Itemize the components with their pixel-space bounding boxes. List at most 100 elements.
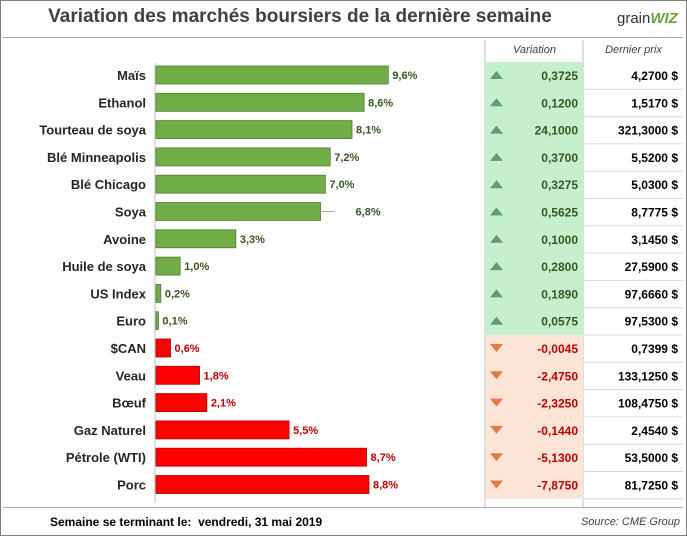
last-price-value-petrole-wti: 53,5000 $	[625, 451, 679, 465]
variation-cell-porc	[486, 471, 583, 499]
bar-ble-minneapolis	[155, 147, 331, 167]
arrow-up-icon	[490, 316, 503, 325]
last-price-value-euro: 97,5300 $	[625, 315, 679, 329]
variation-cell-tourteau-de-soya	[486, 116, 583, 144]
category-label-mais: Maïs	[117, 68, 146, 83]
bar-b-uf	[155, 393, 208, 413]
arrow-up-icon	[490, 98, 503, 107]
arrow-up-icon	[490, 207, 503, 216]
bar-gaz-naturel	[155, 420, 290, 440]
variation-value-tourteau-de-soya: 24,1000	[535, 124, 579, 138]
variation-value-euro: 0,0575	[541, 315, 578, 329]
category-label-tourteau-de-soya: Tourteau de soya	[39, 123, 146, 138]
variation-cell-ethanol	[486, 89, 583, 117]
data-label-b-uf: 2,1%	[211, 398, 236, 410]
logo-mark: WIZ	[650, 10, 678, 27]
last-price-value-can: 0,7399 $	[631, 342, 678, 356]
last-price-value-us-index: 97,6660 $	[625, 287, 679, 301]
data-label-gaz-naturel: 5,5%	[293, 425, 318, 437]
grainwiz-logo: grainWIZ	[617, 10, 678, 27]
arrow-down-icon	[490, 425, 503, 434]
bar-soya	[155, 202, 321, 221]
week-label: Semaine se terminant le:	[50, 515, 192, 529]
bar-avoine	[155, 229, 237, 249]
category-label-porc: Porc	[117, 478, 146, 493]
source-label: Source: CME Group	[580, 516, 680, 528]
variation-value-avoine: 0,1000	[541, 233, 578, 247]
bar-euro	[155, 311, 159, 331]
last-price-value-ethanol: 1,5170 $	[631, 96, 678, 110]
last-price-value-gaz-naturel: 2,4540 $	[631, 424, 678, 438]
logo-prefix: grain	[617, 10, 651, 27]
variation-cell-ble-chicago	[486, 171, 583, 199]
variation-cell-us-index	[486, 280, 583, 308]
data-label-petrole-wti: 8,7%	[371, 452, 396, 464]
last-price-value-porc: 81,7250 $	[625, 479, 679, 493]
variation-cell-can	[486, 335, 583, 363]
category-label-huile-de-soya: Huile de soya	[62, 259, 147, 274]
data-label-soya: 6,8%	[356, 207, 381, 219]
variation-value-ble-minneapolis: 0,3700	[541, 151, 578, 165]
arrow-down-icon	[490, 480, 503, 489]
data-label-ble-chicago: 7,0%	[329, 179, 354, 191]
bar-us-index	[155, 283, 162, 303]
arrow-up-icon	[490, 71, 503, 79]
last-price-value-b-uf: 108,4750 $	[618, 397, 678, 411]
data-label-avoine: 3,3%	[240, 234, 265, 246]
header-last-price: Dernier prix	[605, 44, 662, 56]
variation-cell-b-uf	[486, 389, 583, 417]
week-date: vendredi, 31 mai 2019	[198, 515, 323, 529]
last-price-value-tourteau-de-soya: 321,3000 $	[618, 124, 678, 138]
arrow-up-icon	[490, 180, 503, 189]
arrow-up-icon	[490, 125, 503, 134]
variation-cell-ble-minneapolis	[486, 143, 583, 172]
data-label-can: 0,6%	[175, 343, 200, 355]
bar-can	[155, 338, 171, 358]
bar-veau	[155, 365, 200, 385]
bar-ethanol	[155, 92, 365, 112]
data-label-huile-de-soya: 1,0%	[184, 261, 209, 273]
variation-cell-huile-de-soya	[486, 253, 583, 281]
last-price-value-soya: 8,7775 $	[631, 206, 678, 220]
bar-mais	[155, 65, 389, 85]
arrow-up-icon	[490, 234, 503, 243]
variation-value-ethanol: 0,1200	[541, 96, 578, 110]
variation-cell-mais	[486, 62, 583, 90]
variation-value-huile-de-soya: 0,2800	[541, 260, 578, 274]
variation-cell-petrole-wti	[486, 444, 583, 472]
data-label-veau: 1,8%	[204, 370, 229, 382]
data-label-euro: 0,1%	[162, 316, 187, 328]
data-label-ethanol: 8,6%	[368, 97, 393, 109]
data-label-us-index: 0,2%	[165, 288, 190, 300]
variation-value-b-uf: -2,3250	[537, 397, 578, 411]
bar-petrole-wti	[155, 447, 367, 467]
category-label-us-index: US Index	[90, 286, 146, 301]
variation-value-soya: 0,5625	[541, 206, 578, 220]
category-label-ble-chicago: Blé Chicago	[71, 177, 146, 192]
arrow-up-icon	[490, 262, 503, 271]
variation-value-gaz-naturel: -0,1440	[537, 424, 578, 438]
footer-week: Semaine se terminant le: vendredi, 31 ma…	[50, 515, 322, 529]
last-price-value-mais: 4,2700 $	[631, 69, 678, 83]
last-price-value-ble-chicago: 5,0300 $	[631, 178, 678, 192]
category-label-avoine: Avoine	[103, 232, 146, 247]
last-price-value-veau: 133,1250 $	[618, 369, 678, 383]
data-label-ble-minneapolis: 7,2%	[334, 152, 359, 164]
footer-divider	[3, 507, 683, 508]
arrow-up-icon	[490, 289, 503, 298]
category-label-ethanol: Ethanol	[98, 95, 146, 110]
category-label-soya: Soya	[115, 205, 147, 220]
variation-cell-gaz-naturel	[486, 416, 583, 445]
category-label-petrole-wti: Pétrole (WTI)	[66, 450, 146, 465]
arrow-down-icon	[490, 371, 503, 380]
category-label-euro: Euro	[116, 314, 146, 329]
bar-huile-de-soya	[155, 256, 181, 276]
variation-value-can: -0,0045	[537, 342, 578, 356]
arrow-down-icon	[490, 398, 503, 407]
data-label-porc: 8,8%	[373, 480, 398, 492]
title-divider	[3, 37, 683, 38]
variation-value-mais: 0,3725	[541, 69, 578, 83]
arrow-down-icon	[490, 344, 503, 352]
variation-value-petrole-wti: -5,1300	[537, 451, 578, 465]
variation-cell-veau	[486, 362, 583, 390]
